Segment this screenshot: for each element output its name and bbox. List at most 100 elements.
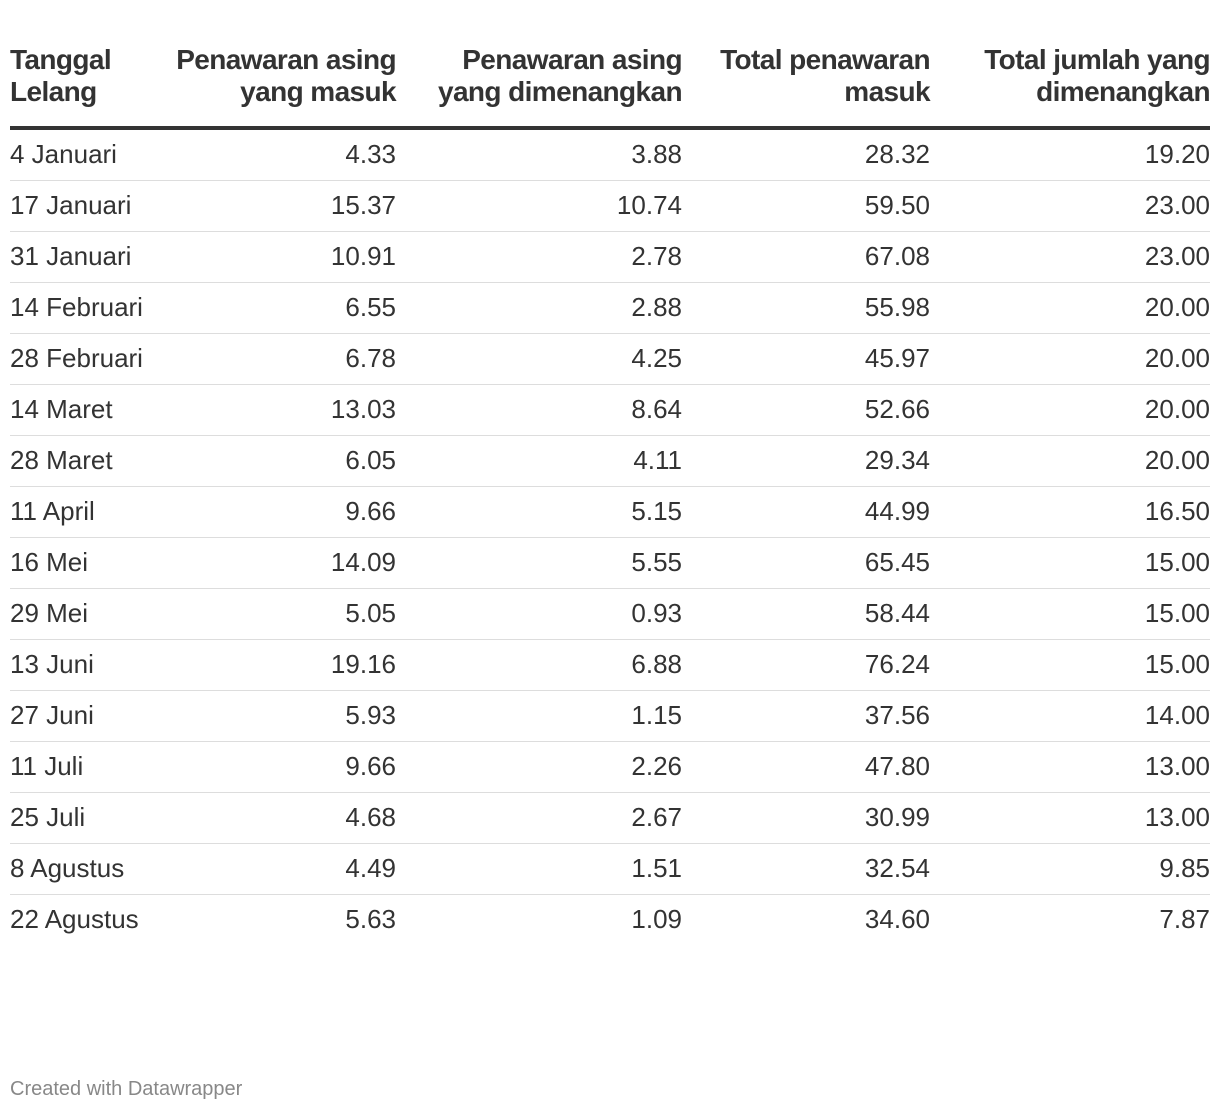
cell-total-bids-in: 55.98 xyxy=(682,282,930,334)
cell-total-bids-in: 67.08 xyxy=(682,231,930,283)
cell-total-won: 20.00 xyxy=(930,435,1210,487)
table-row: 4 Januari 4.33 3.88 28.32 19.20 xyxy=(10,128,1210,181)
cell-foreign-bids-in: 6.05 xyxy=(168,435,396,487)
cell-foreign-bids-won: 0.93 xyxy=(396,588,682,640)
cell-auction-date: 4 Januari xyxy=(10,128,168,181)
cell-foreign-bids-in: 4.49 xyxy=(168,843,396,895)
header-foreign-bids-won[interactable]: Penawaran asing yang dimenangkan xyxy=(396,28,683,130)
table-body: 4 Januari 4.33 3.88 28.32 19.20 17 Januari 15.… xyxy=(10,128,1210,945)
cell-total-won: 16.50 xyxy=(930,486,1210,538)
cell-auction-date: 28 Februari xyxy=(10,333,168,385)
cell-total-bids-in: 28.32 xyxy=(682,128,930,181)
cell-total-bids-in: 44.99 xyxy=(682,486,930,538)
cell-total-won: 23.00 xyxy=(930,180,1210,232)
table-row: 8 Agustus 4.49 1.51 32.54 9.85 xyxy=(10,843,1210,895)
table-row: 11 April 9.66 5.15 44.99 16.50 xyxy=(10,486,1210,538)
cell-auction-date: 31 Januari xyxy=(10,231,168,283)
cell-foreign-bids-won: 6.88 xyxy=(396,639,682,691)
cell-total-bids-in: 29.34 xyxy=(682,435,930,487)
table-row: 22 Agustus 5.63 1.09 34.60 7.87 xyxy=(10,895,1210,946)
cell-foreign-bids-won: 4.25 xyxy=(396,333,682,385)
table-row: 28 Maret 6.05 4.11 29.34 20.00 xyxy=(10,435,1210,487)
header-foreign-bids-in[interactable]: Penawaran asing yang masuk xyxy=(168,28,397,130)
cell-auction-date: 22 Agustus xyxy=(10,904,139,934)
cell-foreign-bids-in: 19.16 xyxy=(168,639,396,691)
table-row: 25 Juli 4.68 2.67 30.99 13.00 xyxy=(10,792,1210,844)
cell-foreign-bids-won: 2.78 xyxy=(396,231,682,283)
cell-foreign-bids-won: 1.51 xyxy=(396,843,682,895)
cell-total-bids-in: 37.56 xyxy=(682,690,930,742)
table-row: 31 Januari 10.91 2.78 67.08 23.00 xyxy=(10,231,1210,283)
cell-total-won: 15.00 xyxy=(930,537,1210,589)
cell-total-bids-in: 52.66 xyxy=(682,384,930,436)
table-row: 29 Mei 5.05 0.93 58.44 15.00 xyxy=(10,588,1210,640)
cell-total-bids-in: 58.44 xyxy=(682,588,930,640)
table-row: 11 Juli 9.66 2.26 47.80 13.00 xyxy=(10,741,1210,793)
cell-total-won: 23.00 xyxy=(930,231,1210,283)
table-header: Tanggal Lelang Penawaran asing yang masu… xyxy=(10,28,1211,130)
cell-foreign-bids-won: 2.26 xyxy=(396,741,682,793)
cell-auction-date: 25 Juli xyxy=(10,792,168,844)
header-total-bids-in[interactable]: Total penawaran masuk xyxy=(682,28,931,130)
cell-foreign-bids-won: 8.64 xyxy=(396,384,682,436)
cell-total-won: 15.00 xyxy=(930,639,1210,691)
cell-auction-date: 13 Juni xyxy=(10,639,168,691)
data-table-container: Tanggal Lelang Penawaran asing yang masu… xyxy=(10,28,1211,945)
header-auction-date[interactable]: Tanggal Lelang xyxy=(10,28,168,130)
cell-foreign-bids-in: 5.05 xyxy=(168,588,396,640)
cell-total-won: 13.00 xyxy=(930,792,1210,844)
cell-foreign-bids-in: 9.66 xyxy=(168,486,396,538)
cell-total-won: 9.85 xyxy=(930,843,1210,895)
cell-total-won: 15.00 xyxy=(930,588,1210,640)
cell-auction-date: 16 Mei xyxy=(10,537,168,589)
table-row: 16 Mei 14.09 5.55 65.45 15.00 xyxy=(10,537,1210,589)
cell-foreign-bids-in: 9.66 xyxy=(168,741,396,793)
cell-foreign-bids-in: 4.33 xyxy=(168,128,396,181)
cell-foreign-bids-in: 13.03 xyxy=(168,384,396,436)
cell-foreign-bids-won: 2.88 xyxy=(396,282,682,334)
cell-foreign-bids-in: 14.09 xyxy=(168,537,396,589)
cell-auction-date: 11 April xyxy=(10,486,168,538)
cell-total-won: 19.20 xyxy=(930,128,1210,181)
table-row: 28 Februari 6.78 4.25 45.97 20.00 xyxy=(10,333,1210,385)
header-row: Tanggal Lelang Penawaran asing yang masu… xyxy=(10,28,1211,130)
cell-total-bids-in: 76.24 xyxy=(682,639,930,691)
cell-total-won: 20.00 xyxy=(930,384,1210,436)
cell-auction-date: 28 Maret xyxy=(10,435,168,487)
cell-foreign-bids-in: 4.68 xyxy=(168,792,396,844)
cell-foreign-bids-won: 3.88 xyxy=(396,128,682,181)
table-row: 17 Januari 15.37 10.74 59.50 23.00 xyxy=(10,180,1210,232)
cell-foreign-bids-won: 1.09 xyxy=(631,904,682,934)
cell-foreign-bids-in: 10.91 xyxy=(168,231,396,283)
cell-total-won: 20.00 xyxy=(930,282,1210,334)
cell-foreign-bids-won: 2.67 xyxy=(396,792,682,844)
cell-foreign-bids-won: 4.11 xyxy=(396,435,682,487)
cell-auction-date: 17 Januari xyxy=(10,180,168,232)
header-total-won[interactable]: Total jumlah yang dimenangkan xyxy=(930,28,1211,130)
cell-total-bids-in: 34.60 xyxy=(864,904,930,934)
cell-total-bids-in: 45.97 xyxy=(682,333,930,385)
cell-total-bids-in: 32.54 xyxy=(682,843,930,895)
table-row: 27 Juni 5.93 1.15 37.56 14.00 xyxy=(10,690,1210,742)
cell-foreign-bids-won: 10.74 xyxy=(396,180,682,232)
cell-foreign-bids-in: 5.63 xyxy=(345,904,396,934)
cell-auction-date: 14 Maret xyxy=(10,384,168,436)
cell-foreign-bids-in: 5.93 xyxy=(168,690,396,742)
cell-total-bids-in: 47.80 xyxy=(682,741,930,793)
datawrapper-credit[interactable]: Created with Datawrapper xyxy=(10,1078,243,1100)
cell-auction-date: 11 Juli xyxy=(10,741,168,793)
cell-foreign-bids-in: 6.55 xyxy=(168,282,396,334)
cell-total-bids-in: 59.50 xyxy=(682,180,930,232)
cell-auction-date: 27 Juni xyxy=(10,690,168,742)
cell-total-bids-in: 30.99 xyxy=(682,792,930,844)
cell-total-won: 20.00 xyxy=(930,333,1210,385)
cell-total-bids-in: 65.45 xyxy=(682,537,930,589)
table-row: 13 Juni 19.16 6.88 76.24 15.00 xyxy=(10,639,1210,691)
cell-foreign-bids-won: 1.15 xyxy=(396,690,682,742)
cell-total-won: 14.00 xyxy=(930,690,1210,742)
table-row: 14 Maret 13.03 8.64 52.66 20.00 xyxy=(10,384,1210,436)
cell-foreign-bids-in: 15.37 xyxy=(168,180,396,232)
cell-foreign-bids-won: 5.15 xyxy=(396,486,682,538)
cell-auction-date: 14 Februari xyxy=(10,282,168,334)
cell-total-won: 7.87 xyxy=(1159,904,1210,934)
